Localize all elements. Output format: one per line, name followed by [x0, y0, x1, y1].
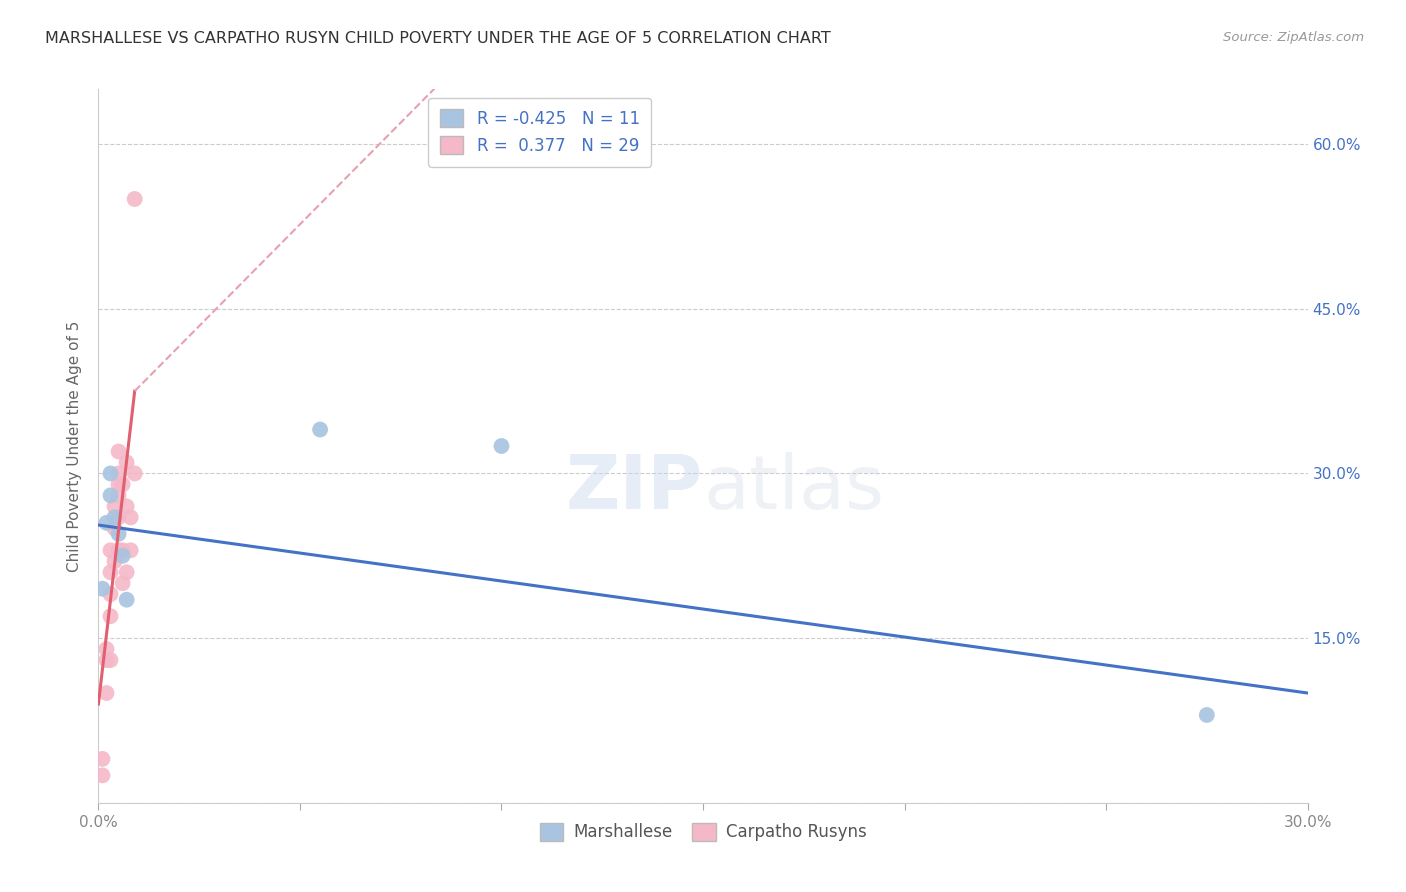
Point [91, 752, 114, 766]
Point [124, 467, 146, 481]
Point [103, 554, 125, 568]
Point [96, 642, 118, 657]
Point [107, 477, 129, 491]
Point [100, 467, 122, 481]
Point [100, 609, 122, 624]
Point [91, 582, 114, 596]
Text: Source: ZipAtlas.com: Source: ZipAtlas.com [1223, 31, 1364, 45]
Point [100, 543, 122, 558]
Point [111, 549, 134, 563]
Point [100, 488, 122, 502]
Point [491, 439, 513, 453]
Point [115, 455, 138, 469]
Point [115, 500, 138, 514]
Point [1195, 708, 1218, 723]
Y-axis label: Child Poverty Under the Age of 5: Child Poverty Under the Age of 5 [67, 320, 83, 572]
Point [100, 653, 122, 667]
Point [91, 768, 114, 782]
Point [100, 587, 122, 601]
Point [120, 543, 142, 558]
Point [107, 510, 129, 524]
Point [100, 566, 122, 580]
Point [107, 488, 129, 502]
Point [103, 521, 125, 535]
Legend: Marshallese, Carpatho Rusyns: Marshallese, Carpatho Rusyns [533, 816, 873, 848]
Point [115, 592, 138, 607]
Point [107, 543, 129, 558]
Point [111, 477, 134, 491]
Point [107, 444, 129, 458]
Text: MARSHALLESE VS CARPATHO RUSYN CHILD POVERTY UNDER THE AGE OF 5 CORRELATION CHART: MARSHALLESE VS CARPATHO RUSYN CHILD POVE… [45, 31, 831, 46]
Point [96, 516, 118, 530]
Point [115, 566, 138, 580]
Text: ZIP: ZIP [565, 452, 703, 525]
Point [111, 543, 134, 558]
Point [103, 500, 125, 514]
Point [120, 510, 142, 524]
Point [96, 686, 118, 700]
Point [111, 576, 134, 591]
Point [107, 526, 129, 541]
Point [96, 653, 118, 667]
Point [103, 510, 125, 524]
Point [107, 467, 129, 481]
Point [309, 423, 332, 437]
Text: atlas: atlas [703, 452, 884, 525]
Point [124, 192, 146, 206]
